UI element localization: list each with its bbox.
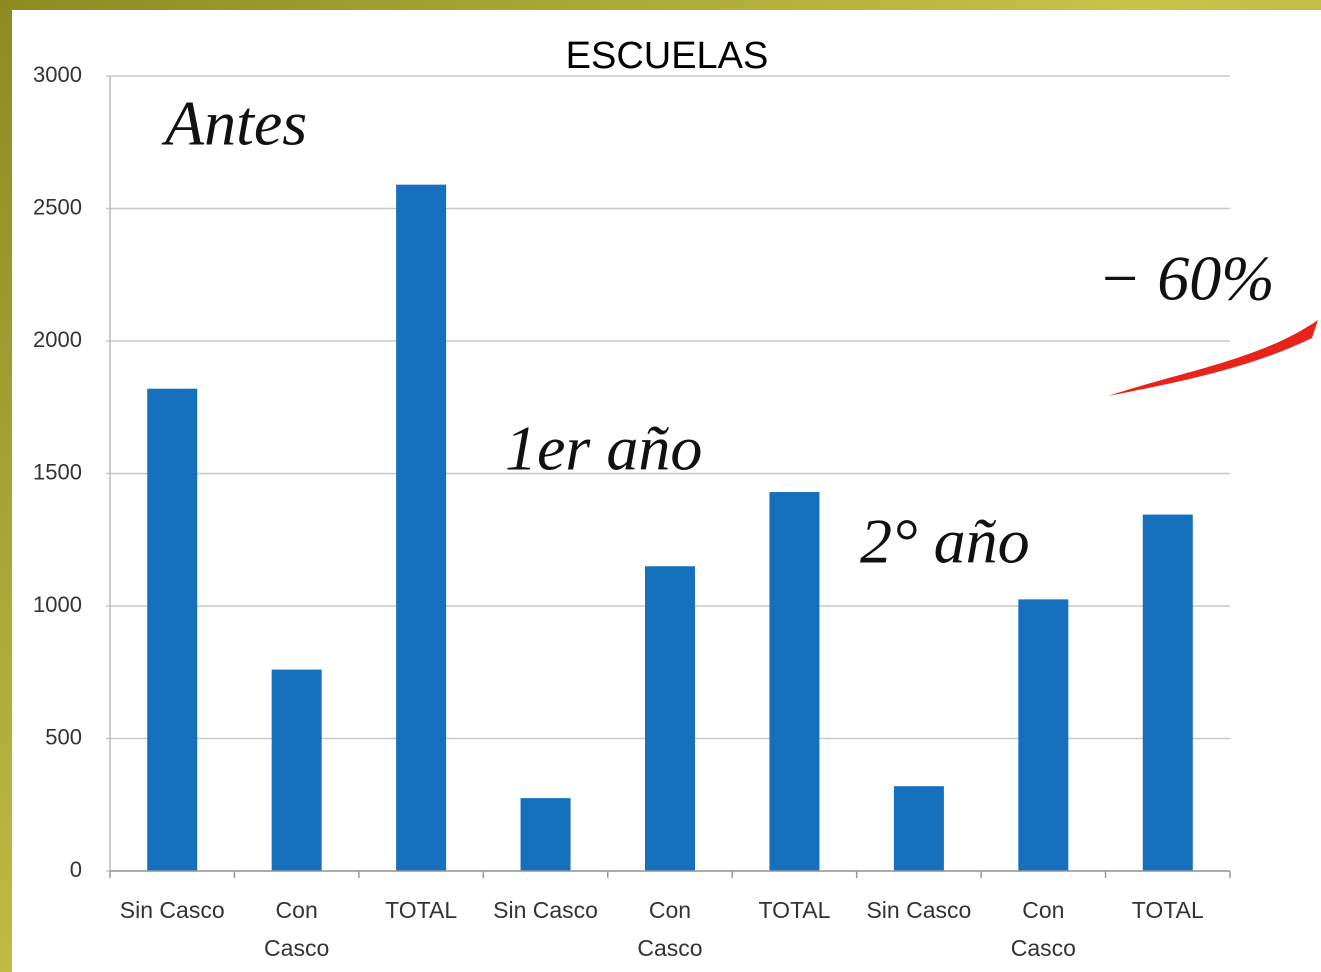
x-tick-label: Con Casco: [637, 897, 703, 961]
x-tick-label: Con Casco: [264, 897, 330, 961]
y-tick-label: 3000: [33, 62, 82, 87]
chart-title: ESCUELAS: [566, 35, 769, 77]
bar: [396, 184, 447, 871]
bar: [147, 388, 198, 871]
annotation: 2° año: [860, 506, 1030, 577]
y-tick-label: 1500: [33, 459, 82, 484]
bar: [1018, 599, 1069, 871]
bar: [1142, 514, 1193, 871]
y-tick-label: 0: [70, 857, 82, 882]
bar: [645, 566, 695, 871]
y-tick-label: 1000: [33, 592, 82, 617]
annotation: − 60%: [1098, 243, 1275, 314]
annotation: Antes: [161, 88, 307, 159]
x-tick-label: Sin Casco: [493, 897, 598, 923]
x-tick-label: TOTAL: [758, 897, 831, 923]
bar: [271, 669, 322, 871]
y-tick-label: 2500: [33, 194, 82, 219]
x-tick-label: Sin Casco: [119, 897, 225, 923]
x-tick-label: TOTAL: [385, 897, 458, 923]
red-stroke: [1108, 320, 1318, 396]
y-tick-label: 2000: [33, 327, 82, 352]
y-tick-label: 500: [45, 724, 82, 749]
bar: [769, 492, 820, 871]
annotation: 1er año: [505, 413, 702, 484]
x-tick-label: Sin Casco: [866, 897, 972, 923]
bar: [520, 798, 571, 871]
bar: [893, 786, 944, 871]
x-tick-label: TOTAL: [1131, 897, 1204, 923]
x-tick-label: Con Casco: [1010, 897, 1076, 961]
